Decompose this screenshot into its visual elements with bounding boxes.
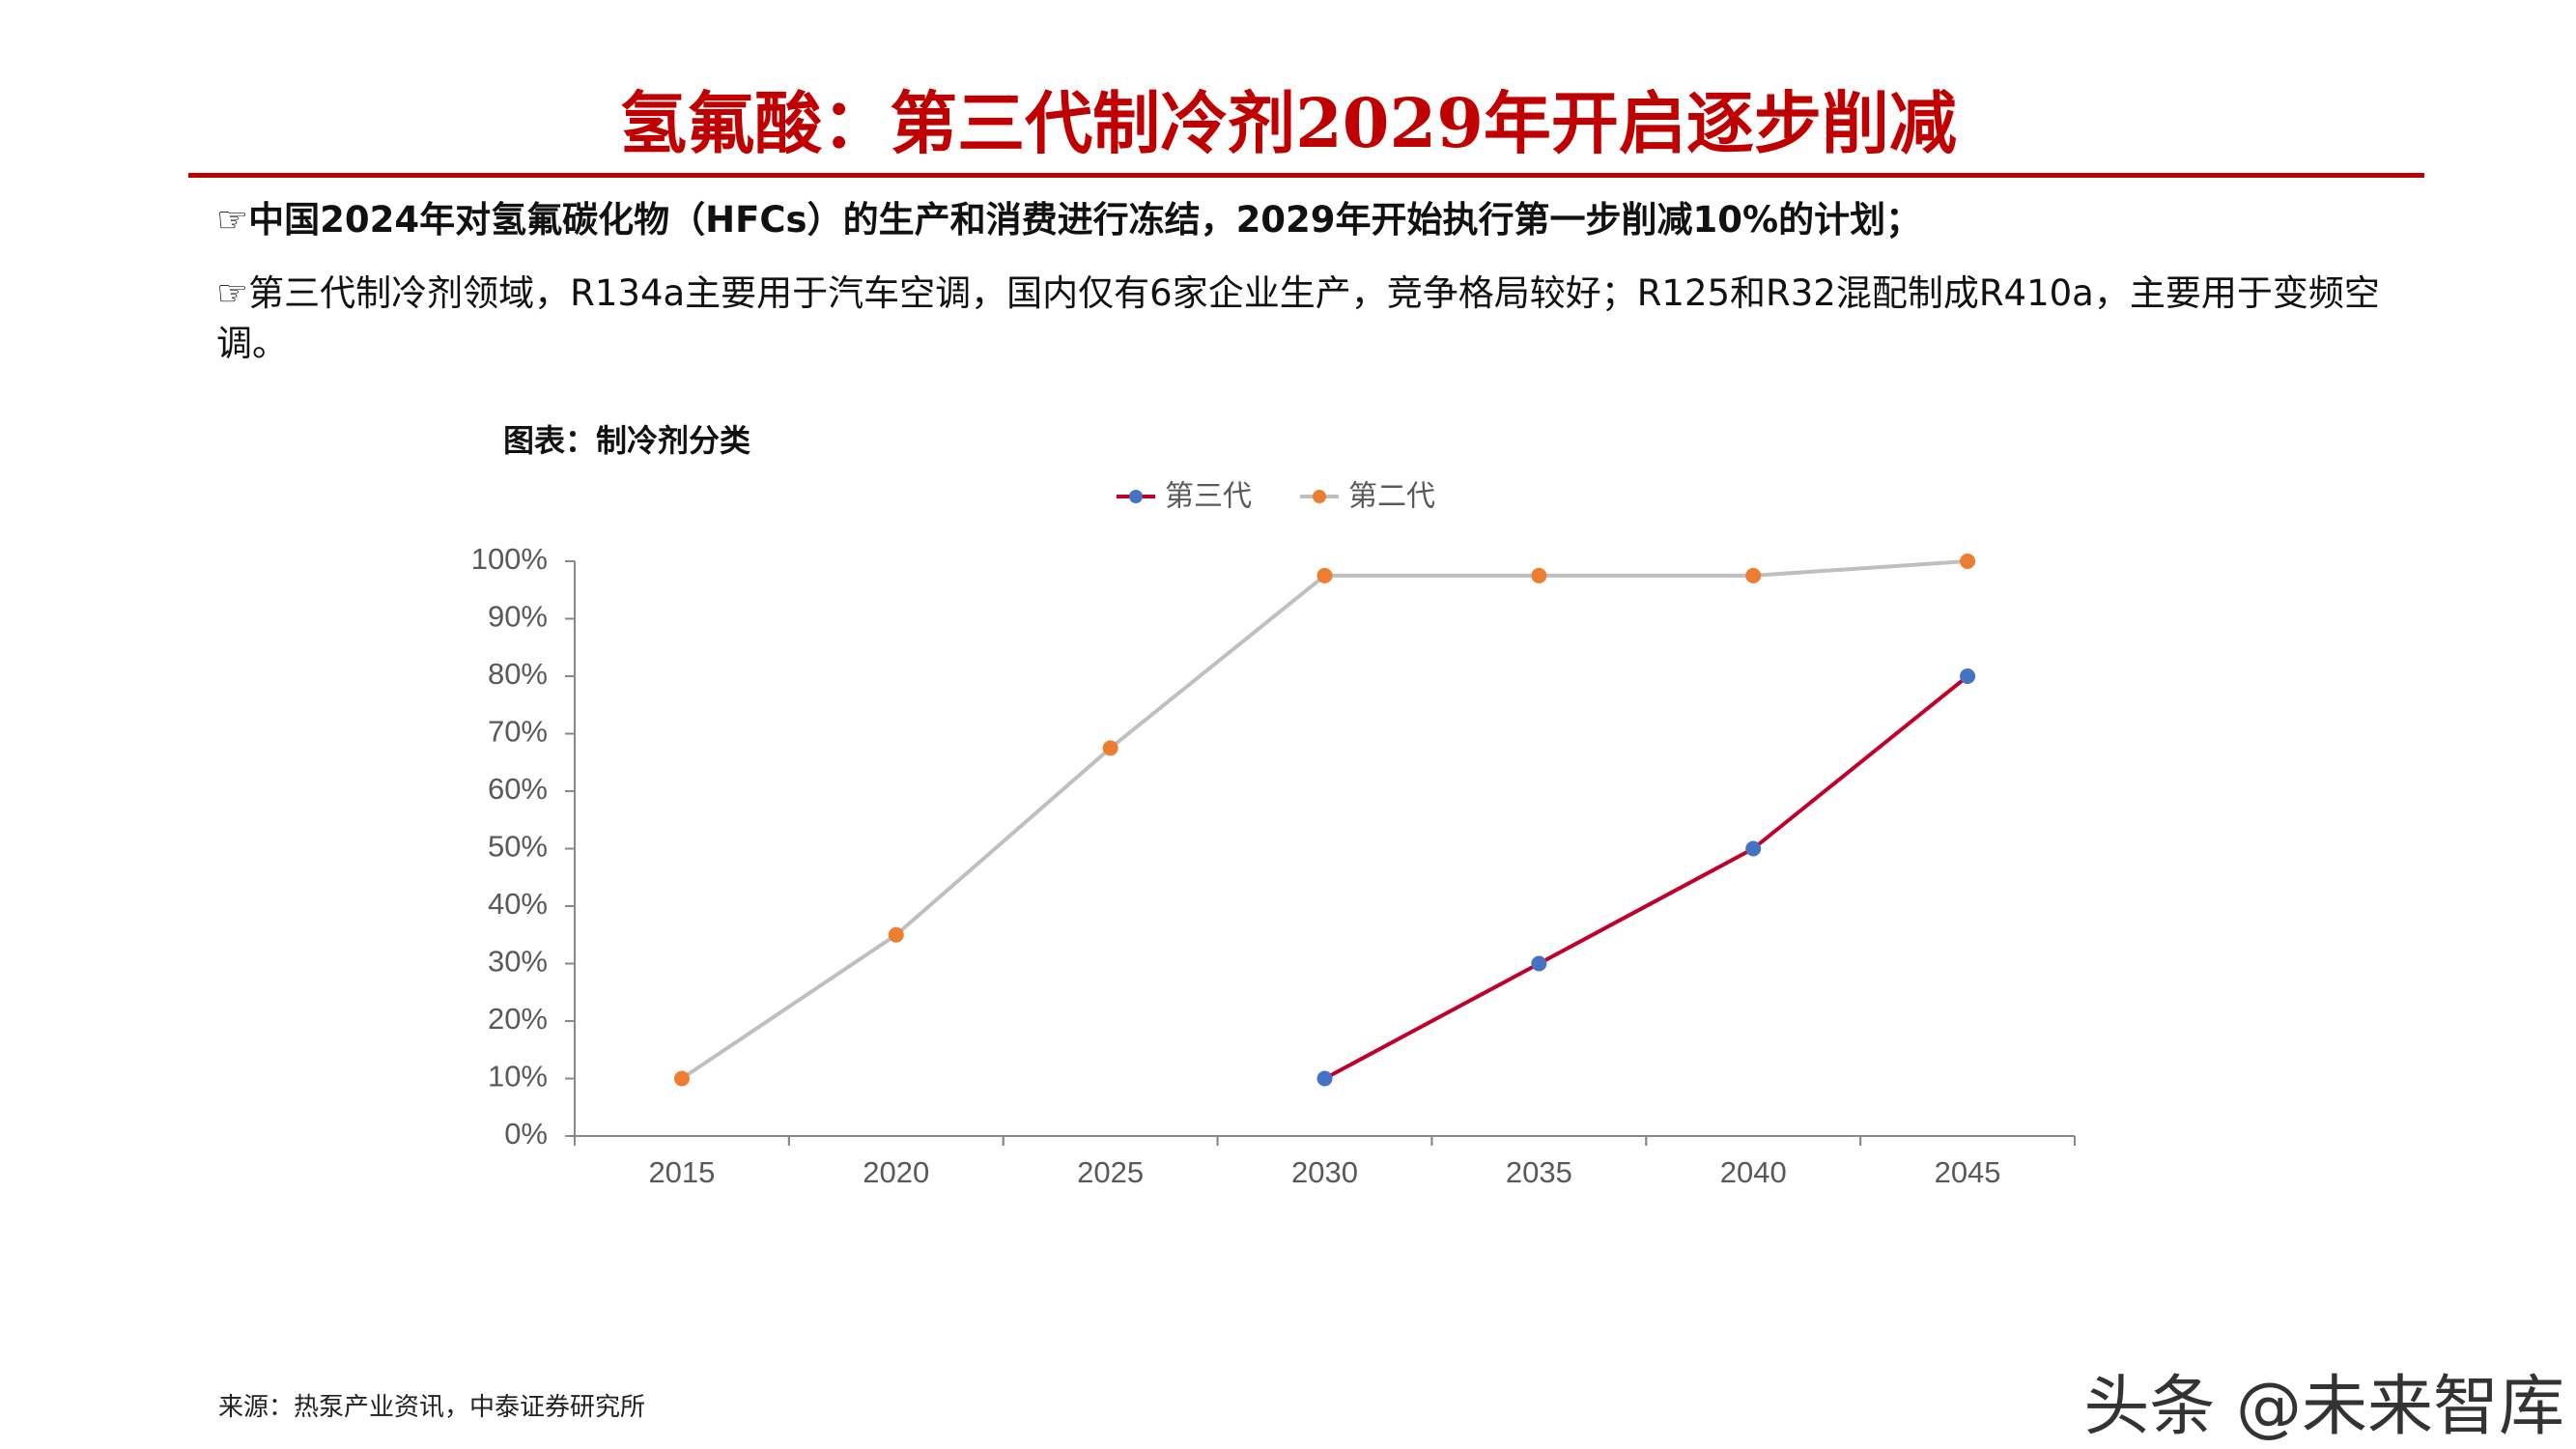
bullet: ☞中国2024年对氢氟碳化物（HFCs）的生产和消费进行冻结，2029年开始执行… [216,199,1922,241]
bullet: ☞第三代制冷剂领域，R134a主要用于汽车空调，国内仅有6家企业生产，竞争格局较… [216,272,2380,364]
y-tick-label: 100% [471,542,548,576]
x-tick-label: 2030 [1291,1155,1358,1189]
y-tick-label: 40% [488,887,548,921]
data-point [1960,668,1976,684]
y-tick-label: 20% [488,1002,548,1036]
y-tick-label: 0% [504,1117,548,1151]
data-point [1960,554,1976,569]
data-point [1745,567,1762,583]
data-point [1102,740,1118,756]
y-tick-label: 50% [488,830,548,864]
title-rule [188,173,2424,178]
source: 来源：热泵产业资讯，中泰证券研究所 [218,1393,646,1422]
y-tick-label: 80% [488,657,548,691]
x-tick-label: 2020 [863,1155,929,1189]
data-point [888,926,904,943]
data-point [673,1070,690,1087]
x-tick-label: 2025 [1077,1155,1144,1189]
x-tick-label: 2040 [1720,1155,1787,1189]
series-line [680,559,1968,1081]
x-tick-label: 2035 [1506,1155,1572,1189]
legend-label: 第三代 [1165,480,1252,514]
x-tick-label: 2045 [1935,1155,2001,1189]
data-point [1531,955,1547,972]
y-tick-label: 30% [488,945,548,979]
watermark: 头条 @未来智库 [2083,1369,2564,1445]
chart: 图表：制冷剂分类 0% 10% 20% 30% 40% 50% 60% 70% 80% 90% 10… [471,422,2076,1189]
data-point [1316,1070,1333,1087]
slide-title: 氢氟酸：第三代制冷剂2029年开启逐步削减 [619,83,1957,163]
legend-marker [1313,490,1326,503]
y-tick-label: 60% [488,772,548,806]
x-tick-label: 2015 [648,1155,715,1189]
y-tick-label: 10% [488,1060,548,1094]
data-point [1531,567,1547,583]
series-line [1323,674,1969,1081]
legend-marker [1129,490,1143,503]
chart-title: 图表：制冷剂分类 [503,422,750,459]
data-point [1745,840,1762,857]
y-tick-label: 70% [488,715,548,749]
legend-label: 第二代 [1348,480,1435,514]
y-tick-label: 90% [488,600,548,634]
data-point [1316,567,1333,583]
